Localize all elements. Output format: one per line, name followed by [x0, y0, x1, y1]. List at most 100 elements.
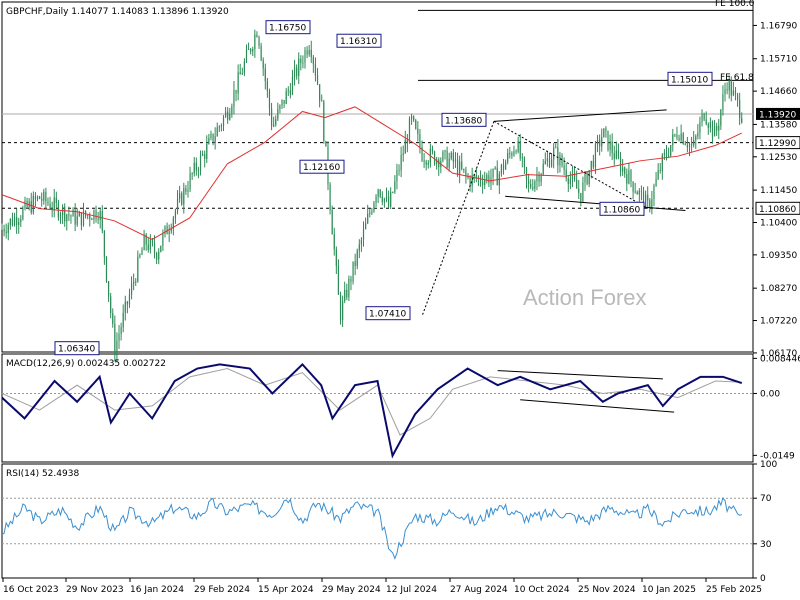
rsi-y-tick-label: 0: [760, 574, 766, 584]
candle-body: [387, 196, 390, 207]
candle-body: [674, 134, 676, 136]
candle-body: [279, 105, 281, 110]
candle-body: [713, 126, 716, 137]
candle-body: [588, 170, 590, 184]
candle-body: [156, 253, 158, 260]
candle-body: [1, 228, 3, 230]
candle-body: [550, 159, 553, 167]
candle-body: [492, 168, 494, 178]
candle-body: [571, 173, 574, 179]
candle-body: [72, 209, 74, 217]
candle-body: [448, 158, 450, 168]
candle-body: [281, 99, 283, 106]
candle-body: [438, 159, 440, 168]
candle-body: [30, 201, 32, 213]
candle-body: [477, 176, 480, 179]
candle-body: [39, 196, 41, 199]
candle-body: [266, 81, 268, 92]
candle-body: [289, 90, 291, 95]
candle-body: [229, 113, 231, 120]
candle-body: [243, 61, 245, 74]
candle-body: [110, 296, 112, 314]
candle-body: [632, 181, 634, 192]
candle-body: [34, 195, 37, 200]
candle-body: [377, 189, 379, 197]
fe-100-label: FE 100.0: [715, 0, 755, 9]
candle-body: [193, 162, 195, 174]
price-y-tick-label: 1.14660: [760, 87, 797, 97]
candle-body: [202, 154, 204, 156]
candle-body: [521, 157, 523, 159]
candle-body: [49, 203, 51, 209]
sma-line: [1, 106, 742, 241]
candle-body: [76, 216, 78, 225]
candle-body: [546, 158, 548, 162]
candle-body: [283, 99, 285, 104]
candle-body: [442, 151, 444, 162]
candle-body: [484, 179, 486, 186]
candle-body: [527, 180, 530, 184]
candle-body: [446, 150, 448, 168]
candle-body: [145, 234, 147, 245]
price-y-tick-label: 1.13580: [760, 120, 797, 130]
candle-body: [693, 139, 695, 146]
candle-body: [78, 212, 80, 217]
candle-body: [392, 192, 394, 193]
candle-body: [615, 150, 617, 159]
candle-body: [321, 100, 323, 102]
candle-body: [569, 178, 571, 184]
candle-body: [605, 128, 607, 131]
macd-channel-line: [497, 370, 663, 380]
candle-body: [611, 141, 613, 154]
candle-body: [191, 173, 193, 175]
candle-body: [530, 183, 532, 188]
candle-body: [183, 188, 185, 205]
candle-body: [164, 226, 166, 234]
candle-body: [486, 175, 488, 180]
candle-body: [291, 76, 294, 95]
candle-body: [709, 122, 711, 128]
candle-body: [584, 173, 586, 183]
candle-body: [151, 239, 154, 244]
candle-body: [417, 128, 419, 135]
candle-body: [667, 155, 670, 157]
candle-body: [594, 144, 597, 168]
candle-body: [51, 208, 53, 210]
candle-body: [172, 218, 174, 229]
candle-body: [642, 191, 645, 208]
candle-body: [459, 161, 461, 175]
candle-body: [532, 187, 534, 189]
candle-body: [346, 289, 348, 298]
candle-body: [653, 185, 655, 200]
candle-body: [603, 128, 605, 138]
candle-body: [638, 190, 640, 195]
candle-body: [153, 243, 156, 254]
macd-channel-line: [520, 399, 675, 413]
level-box: [755, 136, 800, 150]
candle-body: [736, 94, 739, 101]
symbol-line: GBPCHF,Daily 1.14077 1.14083 1.13896 1.1…: [6, 7, 229, 17]
candle-body: [335, 249, 337, 266]
candle-body: [277, 109, 279, 120]
candle-body: [87, 215, 89, 217]
candle-body: [400, 155, 402, 171]
candle-body: [695, 136, 697, 140]
x-axis: 16 Oct 2023 29 Nov 2023 16 Jan 2024 29 Feb …: [2, 578, 762, 595]
price-label: 1.10860: [603, 205, 640, 215]
candle-body: [187, 189, 189, 192]
candle-body: [454, 159, 457, 162]
candle-body: [730, 80, 732, 96]
candle-body: [158, 251, 160, 260]
candle-body: [590, 160, 592, 171]
candle-body: [624, 167, 626, 174]
x-tick-label: 27 Aug 2024: [450, 585, 508, 595]
candle-body: [45, 191, 47, 202]
candle-body: [325, 140, 327, 147]
candle-body: [657, 170, 659, 179]
rsi-y-tick-label: 70: [760, 494, 772, 504]
candle-body: [402, 153, 404, 156]
candle-body: [686, 144, 689, 148]
candle-body: [252, 49, 254, 52]
price-y-tick-label: 1.16790: [760, 21, 797, 31]
price-label-box: [365, 306, 411, 321]
